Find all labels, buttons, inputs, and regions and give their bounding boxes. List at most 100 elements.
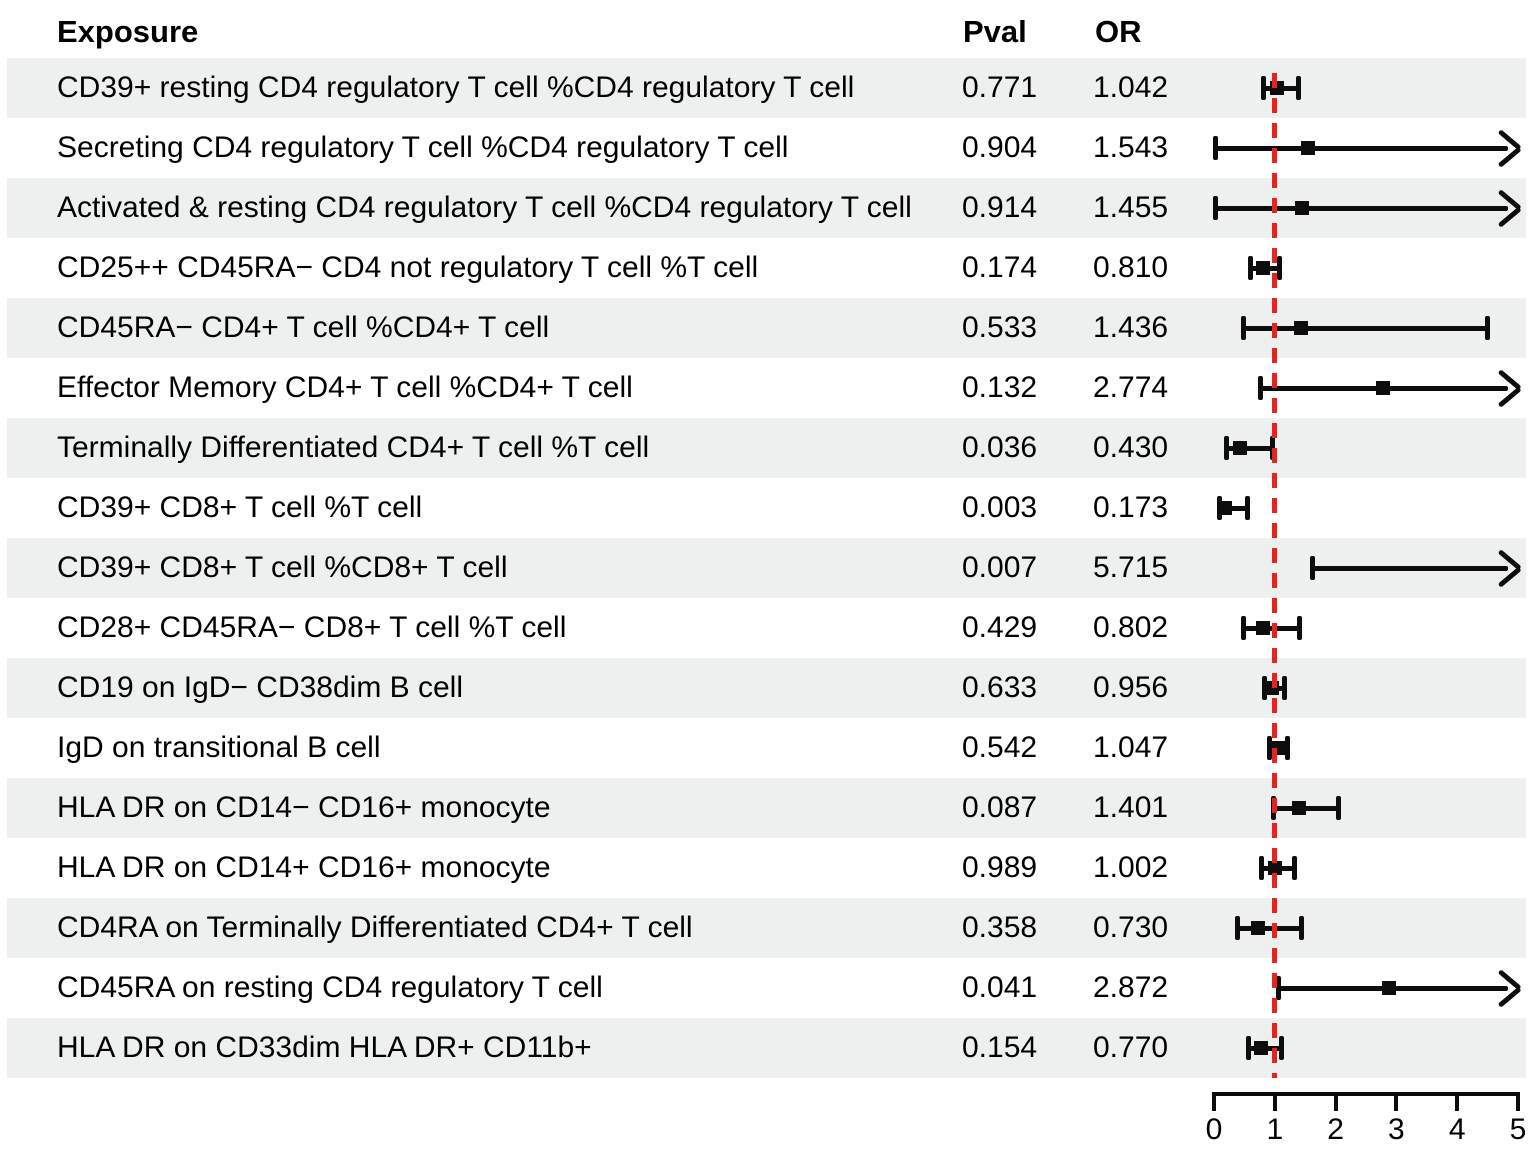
exposure-label: Terminally Differentiated CD4+ T cell %T… — [57, 431, 650, 464]
or-value: 5.715 — [1093, 551, 1169, 584]
exposure-label: CD28+ CD45RA− CD8+ T cell %T cell — [57, 611, 567, 644]
x-axis-tick — [1394, 1092, 1399, 1111]
x-axis-tick-label: 5 — [1509, 1113, 1527, 1146]
pval-value: 0.003 — [962, 491, 1038, 524]
or-value: 0.173 — [1093, 491, 1169, 524]
or-value: 1.455 — [1093, 191, 1169, 224]
or-point-marker — [1300, 141, 1315, 155]
ci-lower-cap — [1258, 856, 1264, 880]
exposure-label: CD19 on IgD− CD38dim B cell — [57, 671, 464, 704]
x-axis-tick — [1272, 1092, 1277, 1111]
ci-upper-cap — [1291, 856, 1297, 880]
ci-lower-cap — [1241, 616, 1247, 640]
or-value: 0.956 — [1093, 671, 1169, 704]
ci-upper-cap — [1295, 76, 1301, 100]
exposure-label: CD39+ CD8+ T cell %T cell — [57, 491, 423, 524]
or-value: 1.401 — [1093, 791, 1169, 824]
ci-bar — [1218, 505, 1249, 511]
pval-value: 0.174 — [962, 251, 1038, 284]
x-axis-tick — [1455, 1092, 1460, 1111]
ci-lower-cap — [1276, 976, 1282, 1000]
or-value: 1.047 — [1093, 731, 1169, 764]
ci-lower-cap — [1310, 556, 1316, 580]
ci-lower-cap — [1240, 316, 1246, 340]
exposure-label: CD39+ CD8+ T cell %CD8+ T cell — [57, 551, 508, 584]
or-point-marker — [1292, 801, 1307, 815]
exposure-label: CD25++ CD45RA− CD4 not regulatory T cell… — [57, 251, 759, 284]
x-axis-line — [1214, 1092, 1518, 1096]
x-axis-tick-label: 0 — [1205, 1113, 1223, 1146]
x-axis-tick-label: 3 — [1388, 1113, 1405, 1146]
pval-value: 0.429 — [962, 611, 1038, 644]
ci-upper-cap — [1336, 796, 1342, 820]
ci-upper-cap — [1279, 1036, 1285, 1060]
exposure-label: CD45RA− CD4+ T cell %CD4+ T cell — [57, 311, 550, 344]
exposure-label: Secreting CD4 regulatory T cell %CD4 reg… — [57, 131, 789, 164]
or-value: 0.770 — [1093, 1031, 1169, 1064]
ci-upper-cap — [1277, 256, 1283, 280]
ci-lower-cap — [1246, 1036, 1252, 1060]
ci-lower-cap — [1213, 136, 1219, 160]
ci-lower-cap — [1248, 256, 1254, 280]
exposure-label: CD4RA on Terminally Differentiated CD4+ … — [57, 911, 693, 944]
or-value: 0.430 — [1093, 431, 1169, 464]
x-axis-tick-label: 2 — [1327, 1113, 1344, 1146]
or-value: 1.002 — [1093, 851, 1169, 884]
or-point-marker — [1251, 921, 1266, 935]
ci-bar — [1242, 325, 1488, 331]
ci-lower-cap — [1261, 676, 1267, 700]
pval-value: 0.533 — [962, 311, 1038, 344]
exposure-label: HLA DR on CD33dim HLA DR+ CD11b+ — [57, 1031, 592, 1064]
or-value: 0.730 — [1093, 911, 1169, 944]
pval-value: 0.087 — [962, 791, 1038, 824]
or-point-marker — [1294, 321, 1309, 335]
x-axis-tick-label: 1 — [1266, 1113, 1284, 1146]
exposure-label: Effector Memory CD4+ T cell %CD4+ T cell — [57, 371, 633, 404]
ci-upper-cap — [1284, 736, 1290, 760]
pval-value: 0.904 — [962, 131, 1038, 164]
x-axis-tick-label: 4 — [1448, 1113, 1466, 1146]
pval-value: 0.633 — [962, 671, 1038, 704]
ci-bar — [1312, 565, 1508, 571]
pval-value: 0.989 — [962, 851, 1038, 884]
or-point-marker — [1381, 981, 1396, 995]
or-value: 1.543 — [1093, 131, 1169, 164]
pval-value: 0.154 — [962, 1031, 1038, 1064]
ci-lower-cap — [1267, 736, 1273, 760]
or-value: 0.810 — [1093, 251, 1169, 284]
ci-upper-cap — [1484, 316, 1490, 340]
exposure-label: IgD on transitional B cell — [57, 731, 381, 764]
or-point-marker — [1295, 201, 1310, 215]
or-value: 2.872 — [1093, 971, 1169, 1004]
exposure-label: Activated & resting CD4 regulatory T cel… — [57, 191, 912, 224]
exposure-label: CD45RA on resting CD4 regulatory T cell — [57, 971, 603, 1004]
ci-lower-cap — [1257, 376, 1263, 400]
ci-upper-cap — [1296, 616, 1302, 640]
pval-value: 0.041 — [962, 971, 1038, 1004]
pval-value: 0.132 — [962, 371, 1038, 404]
exposure-label: CD39+ resting CD4 regulatory T cell %CD4… — [57, 71, 855, 104]
ci-upper-cap — [1281, 676, 1287, 700]
x-axis-tick — [1516, 1092, 1520, 1111]
pval-value: 0.771 — [962, 71, 1038, 104]
column-header-exposure: Exposure — [57, 14, 199, 49]
or-value: 2.774 — [1093, 371, 1169, 404]
ci-lower-cap — [1260, 76, 1266, 100]
ci-bar — [1243, 625, 1300, 631]
x-axis-tick — [1212, 1092, 1216, 1111]
pval-value: 0.036 — [962, 431, 1038, 464]
or-point-marker — [1255, 621, 1270, 635]
exposure-label: HLA DR on CD14+ CD16+ monocyte — [57, 851, 551, 884]
ci-bar — [1215, 205, 1508, 211]
x-axis-tick — [1333, 1092, 1338, 1111]
ci-lower-cap — [1224, 436, 1230, 460]
ci-lower-cap — [1213, 196, 1219, 220]
pval-value: 0.542 — [962, 731, 1038, 764]
or-value: 1.042 — [1093, 71, 1169, 104]
ci-upper-cap — [1298, 916, 1304, 940]
or-value: 1.436 — [1093, 311, 1169, 344]
exposure-label: HLA DR on CD14− CD16+ monocyte — [57, 791, 551, 824]
or-value: 0.802 — [1093, 611, 1169, 644]
column-header-or: OR — [1095, 14, 1142, 49]
